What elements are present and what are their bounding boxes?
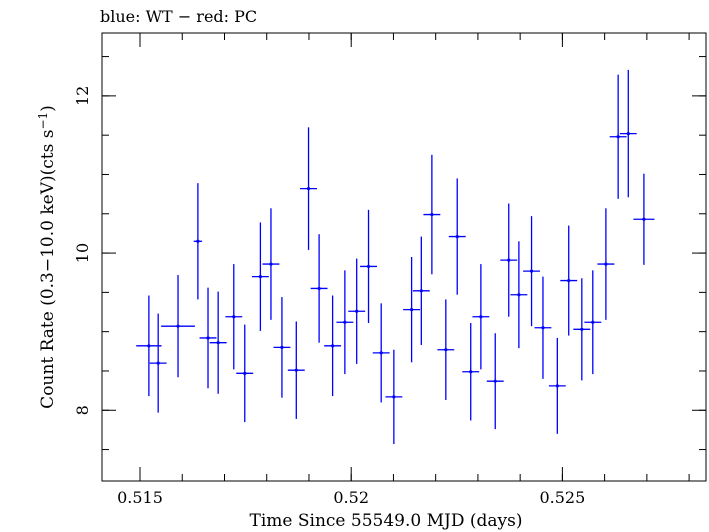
point-marker <box>206 336 210 340</box>
point-marker <box>555 384 559 388</box>
plot-frame <box>101 32 707 482</box>
data-point <box>310 234 328 343</box>
x-tick-label: 0.515 <box>117 488 163 507</box>
point-marker <box>419 289 423 293</box>
y-axis-title-close: ) <box>38 105 58 112</box>
data-point <box>251 222 269 331</box>
y-axis-title: Count Rate (0.3−10.0 keV)(cts s−1) <box>36 105 58 409</box>
point-marker <box>616 135 620 139</box>
point-marker <box>331 344 335 348</box>
data-point <box>423 154 441 275</box>
data-point <box>209 291 227 394</box>
point-marker <box>280 345 284 349</box>
point-marker <box>604 262 608 266</box>
data-point <box>412 236 430 346</box>
data-point <box>273 297 291 398</box>
data-point <box>500 203 518 317</box>
point-marker <box>366 264 371 269</box>
point-marker <box>317 286 321 291</box>
point-marker <box>626 132 630 136</box>
point-marker <box>147 344 151 348</box>
point-marker <box>507 258 511 262</box>
point-marker <box>196 239 200 243</box>
data-point <box>199 287 217 389</box>
data-point <box>385 349 403 445</box>
data-point <box>619 69 637 198</box>
point-marker <box>392 395 396 399</box>
data-point <box>548 337 566 434</box>
point-marker <box>379 351 383 355</box>
y-tick-labels: 8 10 12 <box>73 86 92 416</box>
data-point <box>486 333 504 430</box>
x-tick-labels: 0.515 0.52 0.525 <box>117 488 585 507</box>
point-marker <box>479 315 483 319</box>
data-point <box>324 295 342 397</box>
point-marker <box>343 320 347 324</box>
data-point <box>437 299 455 401</box>
point-marker <box>243 371 247 375</box>
point-marker <box>517 293 521 297</box>
point-marker <box>258 275 262 279</box>
x-tick-label: 0.52 <box>333 488 369 507</box>
point-marker <box>176 324 180 328</box>
point-marker <box>294 368 298 372</box>
data-point <box>262 208 280 320</box>
data-point <box>336 270 354 375</box>
data-point <box>287 321 305 419</box>
x-tick-label: 0.525 <box>539 488 585 507</box>
data-points <box>136 69 655 445</box>
data-point <box>510 241 528 349</box>
data-point <box>472 264 490 370</box>
data-point <box>360 209 377 324</box>
point-marker <box>269 262 273 266</box>
data-point <box>372 303 390 403</box>
data-point <box>161 275 195 378</box>
data-point <box>149 313 167 413</box>
data-point <box>236 324 254 423</box>
point-marker <box>529 269 534 273</box>
y-tick-label: 12 <box>73 86 92 106</box>
point-marker <box>580 327 584 331</box>
point-marker <box>541 326 545 330</box>
y-axis-title-exponent: −1 <box>36 112 50 130</box>
data-point <box>136 295 162 397</box>
point-marker <box>355 309 359 313</box>
point-marker <box>410 308 414 312</box>
data-point <box>403 257 421 363</box>
data-point <box>534 276 552 379</box>
data-point <box>560 225 578 336</box>
point-marker <box>591 320 595 324</box>
data-point <box>609 74 627 199</box>
y-axis-title-main: Count Rate (0.3−10.0 keV)(cts s <box>38 130 58 409</box>
data-point <box>225 264 243 370</box>
point-marker <box>430 212 434 217</box>
data-point <box>462 323 480 421</box>
data-point <box>300 127 317 250</box>
point-marker <box>469 370 473 374</box>
point-marker <box>216 341 220 345</box>
point-marker <box>455 234 459 239</box>
point-marker <box>156 361 160 365</box>
point-marker <box>493 379 497 383</box>
point-marker <box>232 315 236 319</box>
axis-ticks <box>102 33 706 481</box>
data-point <box>573 278 591 381</box>
data-point <box>584 270 602 375</box>
data-point <box>633 173 655 265</box>
point-marker <box>567 278 571 283</box>
x-axis-title: Time Since 55549.0 MJD (days) <box>250 511 523 531</box>
data-point <box>448 178 466 295</box>
chart-title: blue: WT − red: PC <box>100 7 257 26</box>
point-marker <box>306 187 311 191</box>
data-point <box>193 183 203 300</box>
data-point <box>348 258 366 364</box>
data-point <box>523 216 541 327</box>
data-point <box>597 208 615 320</box>
point-marker <box>642 217 646 221</box>
point-marker <box>444 348 448 352</box>
y-tick-label: 8 <box>73 405 92 415</box>
y-tick-label: 10 <box>73 243 92 263</box>
